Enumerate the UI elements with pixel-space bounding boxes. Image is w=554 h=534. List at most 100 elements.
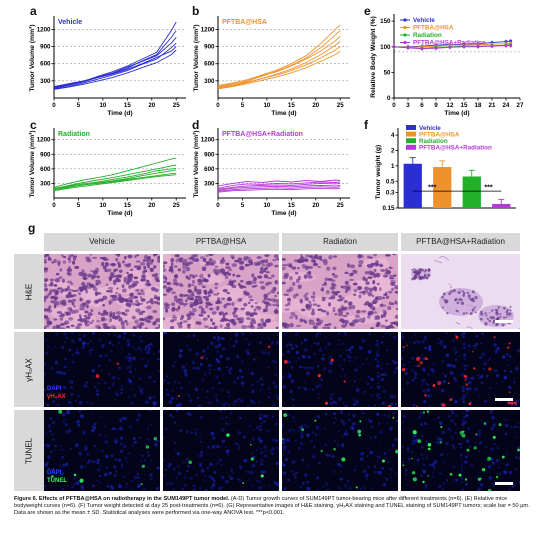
dapi-nucleus	[147, 347, 151, 351]
dapi-nucleus	[402, 414, 407, 418]
nucleus	[238, 282, 241, 286]
y-tick-label: 0.5	[386, 178, 395, 185]
dapi-nucleus	[404, 473, 407, 476]
dapi-nucleus	[63, 372, 67, 375]
nucleus	[307, 275, 313, 279]
dapi-nucleus	[353, 398, 356, 402]
dapi-nucleus	[329, 397, 333, 401]
nucleus	[189, 304, 194, 308]
nucleus	[245, 317, 251, 321]
dapi-nucleus	[304, 349, 307, 352]
dapi-nucleus	[123, 475, 126, 478]
nucleus	[321, 298, 326, 302]
dapi-nucleus	[68, 348, 72, 352]
nucleus	[215, 271, 219, 276]
dapi-nucleus	[136, 485, 140, 489]
dapi-nucleus	[325, 453, 329, 457]
nucleus	[373, 254, 378, 257]
nucleus	[384, 319, 388, 322]
dapi-nucleus	[302, 482, 305, 485]
dapi-nucleus	[359, 366, 361, 369]
dapi-nucleus	[412, 486, 414, 489]
dapi-nucleus	[237, 430, 242, 435]
x-axis-label: Time (d)	[107, 210, 132, 217]
scale-bar-gh2ax	[495, 398, 513, 401]
dapi-nucleus	[477, 489, 480, 491]
dapi-nucleus	[464, 483, 468, 486]
nucleus	[298, 275, 301, 281]
dapi-nucleus	[272, 404, 275, 407]
dapi-nucleus	[306, 433, 310, 438]
y-tick-label: 900	[40, 151, 51, 158]
nucleus	[146, 320, 152, 324]
dapi-nucleus	[370, 386, 373, 389]
dapi-nucleus	[303, 382, 306, 384]
nucleus	[185, 275, 189, 279]
nucleus	[84, 310, 89, 314]
dapi-nucleus	[192, 334, 196, 337]
dapi-nucleus	[139, 459, 142, 463]
nucleus	[66, 272, 71, 275]
nucleus	[387, 306, 392, 311]
nucleus	[187, 283, 192, 288]
dapi-nucleus	[432, 471, 435, 474]
dapi-nucleus	[420, 434, 424, 438]
dapi-nucleus	[338, 343, 341, 346]
dapi-nucleus	[391, 443, 395, 448]
nucleus	[375, 272, 381, 278]
signal-spot	[464, 378, 467, 381]
dapi-nucleus	[132, 333, 136, 337]
dapi-nucleus	[120, 388, 124, 391]
signal-spot	[416, 356, 421, 361]
nucleus	[67, 299, 73, 303]
dapi-nucleus	[447, 414, 451, 418]
nucleus	[469, 312, 473, 316]
dapi-nucleus	[310, 366, 314, 370]
dapi-nucleus	[198, 464, 202, 467]
nucleus	[127, 274, 131, 279]
dapi-nucleus	[262, 419, 266, 423]
nucleus	[109, 289, 113, 294]
dapi-nucleus	[503, 375, 508, 380]
nucleus	[143, 265, 147, 270]
nucleus	[95, 279, 101, 283]
dapi-nucleus	[67, 411, 71, 415]
dapi-nucleus	[217, 367, 221, 371]
dapi-nucleus	[427, 347, 432, 352]
dapi-nucleus	[151, 389, 154, 392]
nucleus	[156, 296, 160, 301]
nucleus	[92, 287, 98, 292]
dapi-nucleus	[376, 364, 380, 368]
dapi-nucleus	[271, 415, 274, 418]
dapi-nucleus	[142, 488, 147, 491]
dapi-nucleus	[214, 344, 218, 349]
dapi-nucleus	[303, 423, 306, 427]
nucleus	[185, 266, 191, 272]
dapi-nucleus	[299, 442, 304, 446]
dapi-nucleus	[155, 439, 158, 443]
dapi-nucleus	[303, 387, 307, 391]
dapi-nucleus	[420, 474, 423, 477]
nucleus	[395, 307, 398, 311]
dapi-nucleus	[423, 335, 427, 339]
dapi-nucleus	[276, 340, 279, 344]
dapi-nucleus	[515, 399, 519, 403]
dapi-nucleus	[322, 366, 327, 371]
signal-spot	[513, 401, 517, 405]
nucleus	[421, 275, 425, 280]
nucleus	[167, 288, 171, 291]
dapi-nucleus	[147, 343, 150, 347]
dapi-nucleus	[488, 476, 492, 480]
dapi-nucleus	[286, 350, 291, 354]
nucleus	[225, 266, 231, 269]
nucleus	[219, 268, 226, 273]
dapi-nucleus	[465, 439, 470, 444]
dapi-nucleus	[283, 385, 285, 388]
dapi-nucleus	[451, 397, 454, 400]
dapi-nucleus	[201, 377, 205, 382]
nucleus	[91, 319, 95, 323]
dapi-nucleus	[384, 332, 387, 334]
chart-title: PFTBA@HSA	[222, 19, 267, 26]
nucleus	[208, 258, 213, 262]
dapi-nucleus	[339, 410, 344, 413]
